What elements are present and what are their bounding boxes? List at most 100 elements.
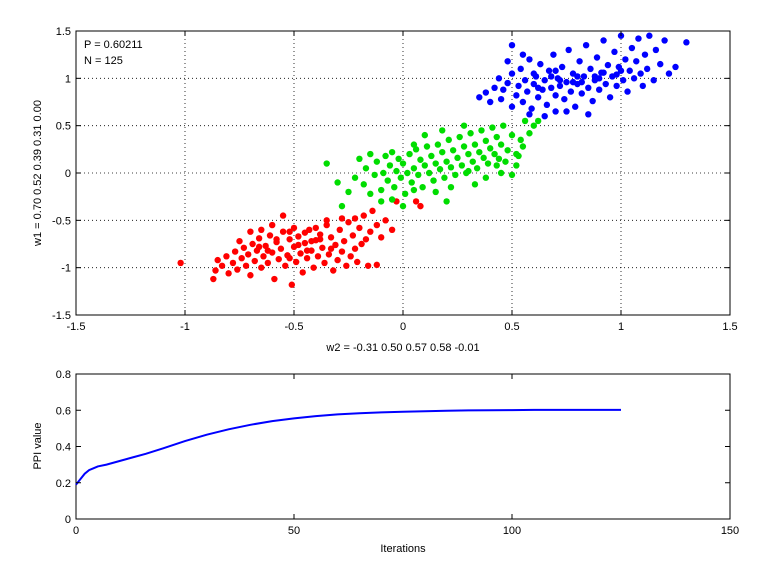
scatter-point <box>323 160 330 167</box>
scatter-point <box>497 95 505 103</box>
scatter-point <box>443 158 450 165</box>
scatter-point <box>589 97 596 105</box>
scatter-point <box>432 160 439 167</box>
scatter-point <box>303 255 311 262</box>
scatter-point <box>639 82 646 90</box>
scatter-axes-box <box>75 30 731 316</box>
scatter-point <box>643 65 651 73</box>
scatter-point <box>574 73 581 80</box>
y-tick-label: -1 <box>61 263 71 275</box>
scatter-point <box>373 158 381 165</box>
scatter-point <box>521 117 529 125</box>
scatter-point <box>495 75 503 82</box>
scatter-point <box>622 56 629 63</box>
scatter-point <box>552 67 559 74</box>
scatter-point <box>526 111 533 118</box>
scatter-point <box>334 179 341 186</box>
scatter-point <box>587 65 594 73</box>
scatter-point <box>637 70 644 77</box>
annotation-n-value: N = 125 <box>84 55 123 67</box>
scatter-point <box>534 84 542 92</box>
scatter-point <box>279 228 287 235</box>
scatter-point <box>449 147 457 154</box>
scatter-point <box>585 84 592 92</box>
scatter-point <box>286 236 293 243</box>
scatter-point <box>367 190 374 198</box>
scatter-point <box>613 71 620 78</box>
scatter-point <box>303 247 311 254</box>
scatter-point <box>325 251 333 258</box>
scatter-point <box>423 143 431 150</box>
scatter-point <box>345 219 352 226</box>
scatter-point <box>282 262 289 269</box>
scatter-point <box>548 73 555 80</box>
scatter-point <box>247 228 254 235</box>
scatter-point <box>526 130 533 137</box>
scatter-point <box>301 239 309 247</box>
scatter-point <box>212 267 219 274</box>
scatter-point <box>548 84 555 92</box>
scatter-point <box>286 228 293 235</box>
scatter-point <box>541 77 548 84</box>
scatter-point <box>432 188 439 196</box>
scatter-point <box>321 259 328 267</box>
scatter-point <box>504 147 511 154</box>
scatter-point <box>314 253 322 260</box>
scatter-point <box>460 122 468 129</box>
scatter-point <box>258 264 265 271</box>
scatter-point <box>504 79 511 87</box>
scatter-plot: -1.5 -1 -0.5 0 0.5 1 1.5 -1.5 -1 -0.5 0 0.5 1 1.5 P =… <box>32 26 738 354</box>
scatter-point <box>500 86 507 93</box>
scatter-point <box>683 39 690 46</box>
scatter-point <box>576 58 583 65</box>
scatter-point <box>345 188 352 196</box>
scatter-point <box>382 152 389 160</box>
scatter-point <box>360 181 367 188</box>
scatter-point <box>626 67 633 74</box>
y-tick-label: 0.5 <box>56 121 71 133</box>
line-x-axis-label: Iterations <box>380 543 426 555</box>
scatter-point <box>388 148 396 156</box>
scatter-point <box>508 131 516 139</box>
scatter-point <box>630 75 638 82</box>
scatter-point <box>541 113 548 120</box>
scatter-point <box>356 155 363 162</box>
scatter-point <box>351 245 359 252</box>
scatter-point <box>469 158 476 165</box>
scatter-point <box>297 250 304 257</box>
scatter-point <box>412 198 420 205</box>
scatter-point <box>236 237 243 245</box>
scatter-point <box>578 78 585 86</box>
scatter-point <box>343 262 350 269</box>
scatter-point <box>447 164 455 171</box>
scatter-point <box>652 46 660 54</box>
scatter-point <box>295 241 302 249</box>
scatter-point <box>519 98 527 106</box>
scatter-point <box>410 186 418 194</box>
scatter-point <box>436 166 444 173</box>
scatter-point <box>373 221 381 229</box>
scatter-point <box>410 141 418 148</box>
scatter-point <box>508 171 516 179</box>
scatter-point <box>351 215 359 222</box>
scatter-ticks: -1.5 -1 -0.5 0 0.5 1 1.5 -1.5 -1 -0.5 0 0.5 1 1.5 <box>52 26 738 333</box>
x-tick-label: -0.5 <box>285 321 304 333</box>
scatter-point <box>380 169 387 177</box>
scatter-point <box>327 245 335 252</box>
scatter-point <box>415 171 422 179</box>
scatter-point <box>471 141 479 148</box>
scatter-point <box>487 98 494 106</box>
scatter-point <box>460 143 468 150</box>
scatter-point <box>613 82 620 90</box>
scatter-point <box>255 235 263 242</box>
scatter-point <box>582 42 590 49</box>
scatter-point <box>476 148 483 156</box>
scatter-point <box>362 236 370 243</box>
scatter-point <box>334 256 341 264</box>
scatter-point <box>661 37 668 44</box>
scatter-point <box>458 162 466 169</box>
scatter-point <box>491 84 498 92</box>
scatter-point <box>493 162 500 169</box>
scatter-point <box>378 186 385 194</box>
